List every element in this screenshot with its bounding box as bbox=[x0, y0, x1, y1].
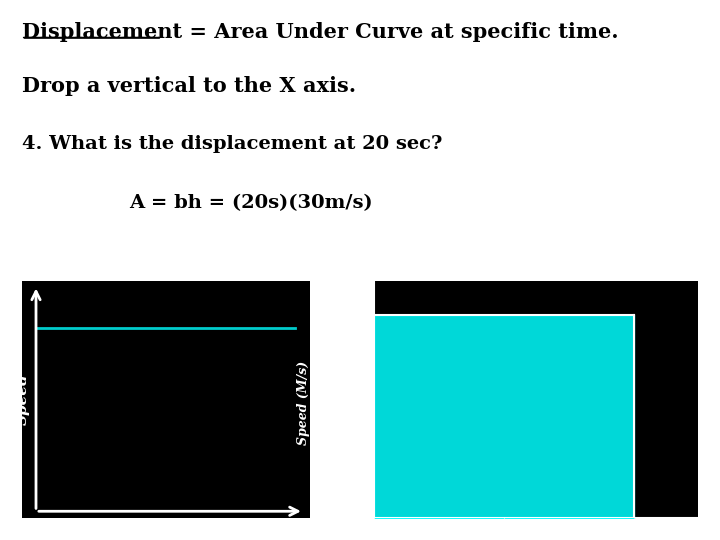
Text: 4. What is the displacement at 20 sec?: 4. What is the displacement at 20 sec? bbox=[22, 135, 442, 153]
Text: A = bh = (20s)(30m/s): A = bh = (20s)(30m/s) bbox=[130, 194, 373, 212]
Text: Drop a vertical to the X axis.: Drop a vertical to the X axis. bbox=[22, 76, 356, 96]
Text: Time: Time bbox=[158, 530, 202, 540]
Text: Displacement = Area Under Curve at specific time.: Displacement = Area Under Curve at speci… bbox=[22, 22, 618, 42]
Text: Speed (M/s): Speed (M/s) bbox=[297, 361, 310, 445]
Text: Speed: Speed bbox=[16, 374, 30, 426]
